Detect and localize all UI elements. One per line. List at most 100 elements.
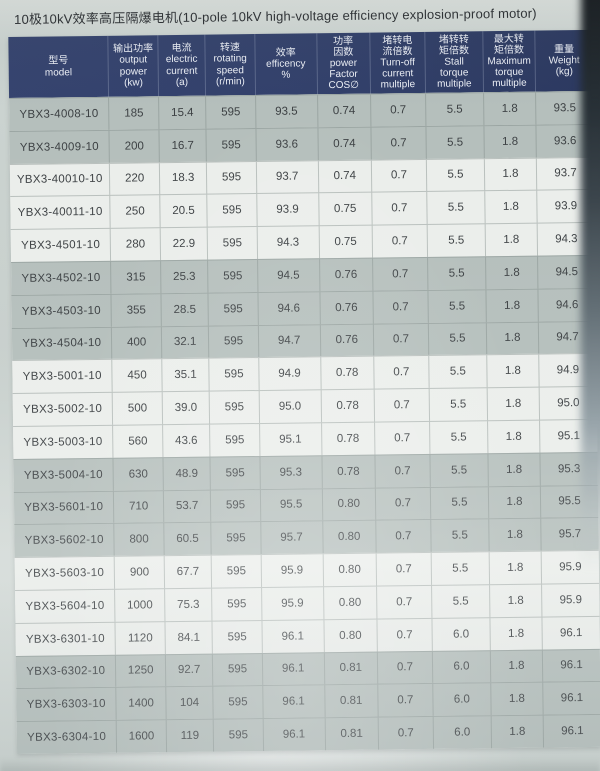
cell-current: 84.1 — [164, 621, 213, 654]
cell-stall-torque-multiple: 5.5 — [430, 552, 489, 585]
cell-max-torque-multiple: 1.8 — [484, 223, 538, 257]
cell-output-power: 250 — [109, 195, 160, 228]
cell-output-power: 500 — [112, 392, 162, 425]
header-output-power-en: output power (kw) — [119, 54, 148, 89]
cell-current: 28.5 — [160, 293, 209, 326]
cell-efficiency: 95.9 — [260, 587, 324, 620]
cell-efficiency: 95.1 — [258, 423, 322, 456]
cell-stall-torque-multiple: 5.5 — [427, 322, 487, 356]
cell-model: YBX3-5602-10 — [24, 534, 104, 548]
cell-output-power: 220 — [109, 162, 160, 196]
cell-max-torque-multiple: 1.8 — [486, 387, 540, 421]
cell-power-factor: 0.80 — [322, 586, 377, 619]
cell-efficiency: 94.5 — [256, 259, 320, 292]
motor-spec-table: 型号 model 输出功率 output power (kw) 电流 elect… — [8, 29, 600, 754]
cell-power-factor: 0.81 — [323, 684, 378, 718]
cell-model: YBX3-5603-10 — [25, 566, 105, 580]
cell-model: YBX3-6302-10 — [26, 665, 106, 679]
cell-efficiency: 93.5 — [254, 95, 318, 128]
header-current: 电流 electric current (a) — [157, 34, 206, 97]
cell-locked-current-multiple: 0.7 — [371, 257, 428, 291]
header-current-zh: 电流 — [171, 42, 192, 55]
cell-locked-current-multiple: 0.7 — [377, 684, 433, 717]
header-power-factor-en: power Factor COS∅ — [328, 57, 359, 92]
cell-power-factor: 0.80 — [322, 553, 376, 587]
cell-model: YBX3-6303-10 — [26, 698, 106, 712]
cell-max-torque-multiple: 1.8 — [487, 486, 541, 519]
cell-max-torque-multiple: 1.8 — [488, 584, 542, 617]
cell-locked-current-multiple: 0.7 — [376, 651, 433, 684]
cell-speed: 595 — [206, 161, 256, 195]
cell-model: YBX3-4502-10 — [21, 271, 101, 285]
cell-current: 43.6 — [161, 424, 210, 457]
cell-power-factor: 0.78 — [319, 356, 374, 390]
cell-stall-torque-multiple: 5.5 — [429, 453, 488, 487]
cell-output-power: 280 — [110, 228, 160, 261]
header-speed-zh: 转速 — [219, 42, 241, 54]
cell-stall-torque-multiple: 5.5 — [426, 191, 485, 225]
header-locked-current-multiple-zh: 堵转电 流倍数 — [382, 34, 413, 58]
header-max-torque-multiple-zh: 最大转 矩倍数 — [493, 33, 525, 56]
header-efficiency: 效率 efficency % — [253, 33, 317, 96]
cell-locked-current-multiple: 0.7 — [373, 421, 430, 455]
header-model-en: model — [44, 66, 73, 79]
header-efficiency-zh: 效率 — [275, 47, 296, 59]
cell-output-power: 800 — [113, 523, 164, 556]
cell-efficiency: 94.9 — [257, 357, 321, 391]
cell-max-torque-multiple: 1.8 — [486, 354, 539, 388]
cell-model: YBX3-5601-10 — [24, 501, 104, 515]
cell-max-torque-multiple: 1.8 — [490, 682, 543, 716]
cell-stall-torque-multiple: 5.5 — [425, 126, 484, 159]
cell-speed: 595 — [209, 391, 259, 424]
cell-locked-current-multiple: 0.7 — [375, 553, 432, 586]
cell-model: YBX3-40010-10 — [16, 173, 103, 187]
header-stall-torque-multiple-en: Stall torque multiple — [437, 56, 472, 91]
cell-speed: 595 — [207, 227, 257, 260]
cell-power-factor: 0.81 — [323, 652, 378, 685]
cell-locked-current-multiple: 0.7 — [377, 717, 434, 750]
photo-bottom-shadow — [0, 758, 600, 771]
cell-speed: 595 — [205, 96, 256, 129]
cell-power-factor: 0.80 — [321, 520, 376, 554]
cell-power-factor: 0.78 — [320, 389, 374, 423]
cell-locked-current-multiple: 0.7 — [370, 126, 426, 160]
cell-model: YBX3-4504-10 — [22, 337, 102, 351]
cell-current: 35.1 — [161, 358, 210, 392]
cell-stall-torque-multiple: 5.5 — [428, 388, 487, 421]
cell-output-power: 1000 — [114, 589, 165, 622]
header-model-zh: 型号 — [48, 55, 69, 67]
cell-max-torque-multiple: 1.8 — [482, 92, 536, 126]
cell-locked-current-multiple: 0.7 — [373, 356, 429, 389]
cell-current: 25.3 — [159, 260, 208, 293]
cell-stall-torque-multiple: 5.5 — [425, 158, 485, 192]
cell-locked-current-multiple: 0.7 — [374, 487, 431, 520]
header-current-en: electric current (a) — [165, 54, 198, 88]
cell-locked-current-multiple: 0.7 — [370, 159, 427, 193]
cell-output-power: 1250 — [115, 654, 166, 688]
cell-efficiency: 96.1 — [261, 685, 325, 719]
cell-weight: 95.9 — [541, 583, 600, 617]
header-speed: 转速 rotating speed (r/min) — [204, 34, 255, 96]
header-weight-zh: 重量 — [553, 43, 575, 56]
cell-locked-current-multiple: 0.7 — [375, 520, 431, 553]
cell-current: 48.9 — [162, 457, 211, 490]
cell-efficiency: 96.1 — [261, 619, 324, 653]
cell-speed: 595 — [208, 358, 259, 391]
cell-current: 53.7 — [162, 490, 211, 523]
page-title: 10极10kV效率高压隔爆电机(10-pole 10kV high-voltag… — [14, 5, 537, 27]
cell-efficiency: 93.6 — [255, 128, 318, 161]
cell-model: YBX3-5002-10 — [23, 402, 103, 416]
cell-speed: 595 — [206, 194, 257, 227]
cell-power-factor: 0.74 — [316, 94, 371, 128]
cell-output-power: 400 — [111, 326, 162, 360]
cell-output-power: 185 — [108, 97, 159, 130]
cell-efficiency: 93.9 — [255, 193, 319, 227]
cell-max-torque-multiple: 1.8 — [490, 715, 544, 749]
cell-current: 32.1 — [160, 326, 209, 359]
cell-current: 104 — [165, 686, 214, 720]
cell-current: 16.7 — [158, 129, 207, 162]
cell-speed: 595 — [207, 292, 258, 326]
cell-weight: 96.1 — [542, 714, 600, 748]
cell-speed: 595 — [211, 555, 261, 588]
cell-model: YBX3-4009-10 — [19, 140, 100, 154]
